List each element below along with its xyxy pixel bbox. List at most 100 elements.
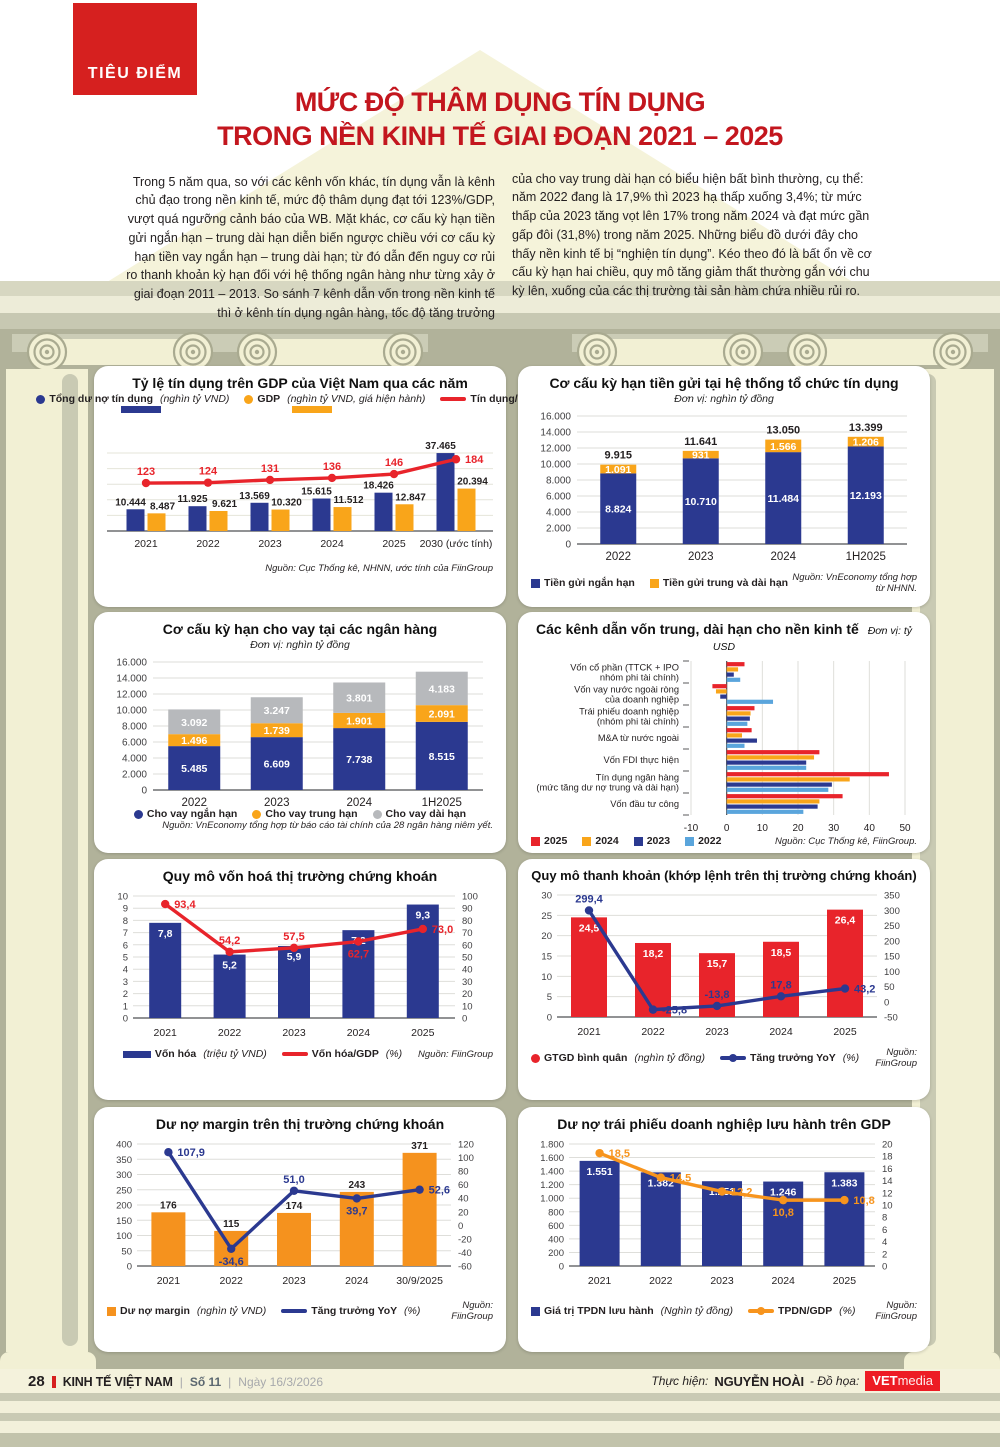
bar	[126, 509, 145, 531]
legend-label: Cho vay dài hạn	[385, 808, 467, 820]
svg-text:3: 3	[123, 977, 128, 988]
svg-text:7.738: 7.738	[346, 754, 372, 766]
bar	[436, 453, 455, 531]
svg-text:12,2: 12,2	[731, 1187, 752, 1199]
svg-text:-25,8: -25,8	[662, 1005, 687, 1017]
line-dot	[595, 1148, 604, 1158]
line-dot	[776, 992, 786, 1001]
bar	[213, 954, 246, 1018]
svg-text:2021: 2021	[577, 1026, 601, 1038]
entablature-band	[0, 296, 1000, 313]
svg-text:1.901: 1.901	[346, 715, 372, 727]
svg-text:Tín dụng ngân hàng: Tín dụng ngân hàng	[596, 773, 679, 783]
legend-item: Dư nợ margin (nghìn tỷ VND)	[107, 1305, 266, 1317]
line-dot	[141, 478, 151, 488]
divider: |	[228, 1374, 232, 1389]
svg-text:M&A từ nước ngoài: M&A từ nước ngoài	[598, 733, 679, 743]
square-marker-icon	[531, 1306, 540, 1316]
legend-item: 2022	[685, 835, 721, 847]
hbar	[726, 667, 739, 672]
line-dot	[352, 1194, 361, 1203]
svg-text:100: 100	[458, 1153, 474, 1164]
chart-legend: Vốn hóa (triệu tỷ VND) Vốn hóa/GDP (%)	[107, 1048, 418, 1060]
hbar	[726, 787, 829, 792]
svg-text:11.925: 11.925	[177, 494, 207, 505]
chart-source: Nguồn: VnEconomy tổng hợp từ NHNN.	[792, 572, 917, 594]
hbar	[726, 738, 757, 743]
svg-text:54,2: 54,2	[219, 935, 240, 947]
svg-text:Vốn đầu tư công: Vốn đầu tư công	[610, 799, 679, 809]
svg-text:18,2: 18,2	[643, 948, 664, 960]
line-dot	[203, 478, 213, 487]
chart-source: Nguồn: Cục Thống kê, NHNN, ước tính của …	[265, 563, 493, 574]
svg-text:40: 40	[458, 1194, 469, 1205]
bar-segment	[765, 452, 802, 544]
svg-text:146: 146	[385, 457, 403, 469]
legend-label: Tăng trưởng YoY	[311, 1305, 398, 1317]
hbar	[726, 772, 889, 777]
line-dot	[389, 469, 399, 479]
credit-gdp-chart: 10.444 11.925 13.569 15.615 18.426 37.465 8.48…	[107, 441, 493, 550]
svg-text:1.600: 1.600	[540, 1153, 564, 1164]
svg-text:50: 50	[121, 1246, 132, 1257]
svg-text:200: 200	[548, 1248, 564, 1259]
svg-text:2024: 2024	[772, 1275, 796, 1287]
bar	[640, 1172, 681, 1266]
svg-text:1.206: 1.206	[853, 437, 879, 449]
design-label: - Đồ họa:	[809, 1374, 860, 1388]
svg-text:6.000: 6.000	[122, 738, 147, 749]
chart-unit-label: Đơn vị: tỷ USD	[712, 625, 912, 653]
dot-marker-icon	[252, 809, 262, 819]
svg-text:2024: 2024	[347, 1027, 371, 1039]
line-dot	[289, 943, 299, 953]
svg-text:8.824: 8.824	[605, 504, 631, 516]
hbar	[726, 765, 807, 770]
svg-text:0: 0	[724, 823, 730, 834]
chart-legend: Tổng dư nợ tín dụng (nghìn tỷ VND) GDP (n…	[36, 393, 564, 405]
line-dot	[584, 906, 594, 915]
square-marker-icon	[531, 578, 540, 588]
svg-text:15,7: 15,7	[707, 958, 728, 970]
column-shaft-shading	[62, 374, 78, 1346]
line-dot	[840, 1195, 849, 1205]
chart-card-margin: Dư nợ margin trên thị trường chứng khoán…	[94, 1107, 506, 1352]
column-capital-icon	[786, 331, 974, 373]
svg-text:2024: 2024	[345, 1275, 369, 1287]
svg-text:0: 0	[884, 997, 889, 1008]
line-dot	[840, 984, 850, 993]
chart-source: Nguồn: FiinGroup	[451, 1300, 493, 1322]
chart-card-deposits: Cơ cấu kỳ hạn tiền gửi tại hệ thống tổ c…	[518, 366, 930, 607]
svg-text:10: 10	[541, 972, 552, 983]
svg-text:10.000: 10.000	[540, 460, 571, 471]
section-badge: TIÊU ĐIỂM	[73, 3, 197, 95]
bar	[763, 941, 799, 1017]
legend-label: Tăng trưởng YoY	[749, 1052, 836, 1064]
hbar	[726, 672, 734, 677]
svg-text:39,7: 39,7	[346, 1205, 367, 1217]
svg-text:10,8: 10,8	[853, 1195, 874, 1207]
svg-text:120: 120	[458, 1140, 474, 1151]
svg-text:2025: 2025	[411, 1027, 435, 1039]
hbar	[726, 804, 818, 809]
svg-text:9,3: 9,3	[415, 910, 430, 922]
svg-text:10: 10	[462, 1001, 473, 1012]
bar-segment	[415, 671, 468, 706]
svg-text:9.621: 9.621	[212, 499, 237, 510]
hbar	[726, 728, 752, 733]
logo-bold-text: VET	[872, 1373, 898, 1388]
svg-text:18.426: 18.426	[363, 481, 394, 492]
svg-text:10: 10	[757, 823, 769, 834]
capital-channels-chart: -10 0 10 20 30 40 50 Vốn cổ phần (TTCK + IPOnhó…	[536, 660, 911, 834]
svg-text:350: 350	[884, 891, 900, 902]
svg-text:-13,8: -13,8	[704, 989, 729, 1001]
line-dot	[712, 1001, 722, 1011]
bar	[312, 498, 331, 531]
svg-text:1: 1	[123, 1001, 128, 1012]
column-capital-icon	[236, 331, 424, 373]
svg-text:-40: -40	[458, 1248, 472, 1259]
bar	[149, 922, 182, 1018]
svg-text:(mức tăng dư nợ trung và dài h: (mức tăng dư nợ trung và dài hạn)	[536, 783, 679, 793]
svg-text:136: 136	[323, 461, 341, 473]
svg-text:10.710: 10.710	[685, 496, 717, 508]
svg-text:1.551: 1.551	[586, 1166, 612, 1178]
